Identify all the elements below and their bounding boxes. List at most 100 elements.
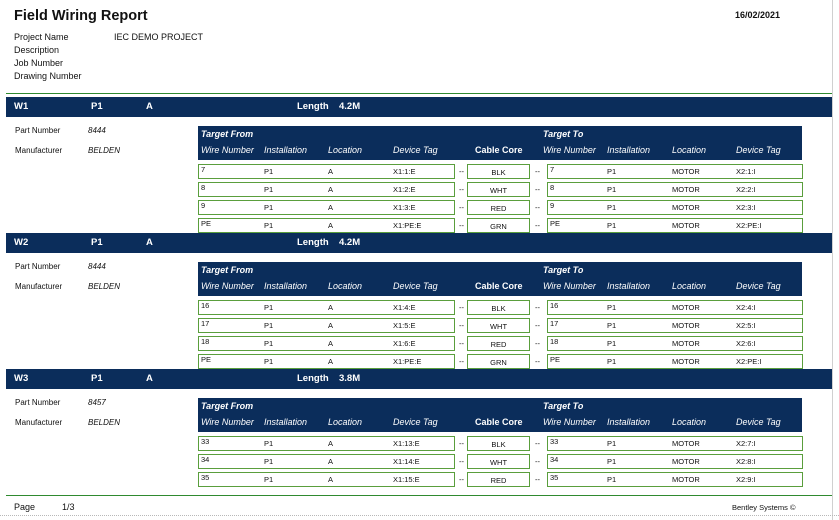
target-from-box bbox=[198, 182, 455, 197]
to-location: MOTOR bbox=[672, 439, 700, 448]
to-installation-heading: Installation bbox=[607, 281, 651, 291]
project-name-label: Project Name bbox=[14, 32, 69, 42]
separator: -- bbox=[459, 457, 464, 466]
target-from-box bbox=[198, 436, 455, 451]
target-to-heading: Target To bbox=[543, 401, 584, 411]
to-location-heading: Location bbox=[672, 417, 707, 427]
from-wire-number: 9 bbox=[201, 201, 206, 210]
to-device-tag: X2:9:I bbox=[736, 475, 756, 484]
to-location-heading: Location bbox=[672, 145, 707, 155]
length-value: 3.8M bbox=[339, 373, 361, 384]
table-header: Target From Target To Wire Number Installat… bbox=[198, 126, 802, 160]
from-device-tag: X1:PE:E bbox=[393, 357, 422, 366]
part-number-value: 8457 bbox=[88, 398, 106, 407]
section-header: W2 P1 A Length 4.2M bbox=[6, 233, 832, 253]
to-device-tag: X2:2:I bbox=[736, 185, 756, 194]
from-device-tag-heading: Device Tag bbox=[393, 145, 438, 155]
from-location: A bbox=[328, 457, 334, 466]
page-edge bbox=[832, 0, 833, 520]
cable-core-box: RED bbox=[467, 472, 530, 487]
table-header: Target From Target To Wire Number Installat… bbox=[198, 398, 802, 432]
to-location: MOTOR bbox=[672, 475, 700, 484]
separator: -- bbox=[459, 357, 464, 366]
from-wire-number: 8 bbox=[201, 183, 206, 192]
to-wire-number: 33 bbox=[550, 437, 559, 446]
from-wire-number: 34 bbox=[201, 455, 210, 464]
to-installation: P1 bbox=[607, 203, 617, 212]
from-wire-number-heading: Wire Number bbox=[201, 145, 254, 155]
from-installation: P1 bbox=[264, 167, 274, 176]
from-device-tag: X1:PE:E bbox=[393, 221, 422, 230]
part-number-label: Part Number bbox=[15, 126, 61, 135]
separator: -- bbox=[459, 221, 464, 230]
to-location: MOTOR bbox=[672, 167, 700, 176]
to-wire-number-heading: Wire Number bbox=[543, 145, 596, 155]
from-location: A bbox=[328, 321, 334, 330]
from-wire-number-heading: Wire Number bbox=[201, 281, 254, 291]
to-device-tag-heading: Device Tag bbox=[736, 145, 781, 155]
target-from-heading: Target From bbox=[201, 265, 254, 275]
to-wire-number-heading: Wire Number bbox=[543, 281, 596, 291]
target-from-box bbox=[198, 454, 455, 469]
wire-id: W1 bbox=[14, 101, 29, 112]
to-location: MOTOR bbox=[672, 203, 700, 212]
target-to-box bbox=[547, 164, 803, 179]
from-wire-number: 18 bbox=[201, 337, 210, 346]
from-installation: P1 bbox=[264, 439, 274, 448]
target-from-heading: Target From bbox=[201, 129, 254, 139]
from-wire-number: 33 bbox=[201, 437, 210, 446]
cable-core-value: GRN bbox=[490, 222, 507, 231]
to-device-tag: X2:4:I bbox=[736, 303, 756, 312]
length-label: Length bbox=[297, 373, 329, 384]
to-location-heading: Location bbox=[672, 281, 707, 291]
from-location-heading: Location bbox=[328, 145, 363, 155]
to-device-tag: X2:1:I bbox=[736, 167, 756, 176]
from-wire-number: PE bbox=[201, 355, 212, 364]
separator: -- bbox=[459, 439, 464, 448]
target-from-box bbox=[198, 300, 455, 315]
to-wire-number: 35 bbox=[550, 473, 559, 482]
to-wire-number: 16 bbox=[550, 301, 559, 310]
cable-core-heading: Cable Core bbox=[475, 281, 523, 291]
to-installation: P1 bbox=[607, 321, 617, 330]
separator: -- bbox=[535, 321, 540, 330]
cable-core-value: WHT bbox=[489, 186, 508, 195]
from-location: A bbox=[328, 203, 334, 212]
length-value: 4.2M bbox=[339, 237, 361, 248]
from-location: A bbox=[328, 167, 334, 176]
cable-core-box: GRN bbox=[467, 218, 530, 233]
table-row: PE P1 A X1:PE:E -- GRN -- PE P1 MOTOR X2:PE:I bbox=[198, 354, 803, 369]
manufacturer-value: BELDEN bbox=[88, 418, 121, 427]
from-device-tag-heading: Device Tag bbox=[393, 281, 438, 291]
target-from-box bbox=[198, 354, 455, 369]
wire-location: A bbox=[146, 237, 153, 248]
wire-installation: P1 bbox=[91, 237, 103, 248]
cable-core-box: BLK bbox=[467, 300, 530, 315]
from-installation: P1 bbox=[264, 203, 274, 212]
part-number-label: Part Number bbox=[15, 398, 61, 407]
to-device-tag-heading: Device Tag bbox=[736, 281, 781, 291]
part-number-label: Part Number bbox=[15, 262, 61, 271]
to-location: MOTOR bbox=[672, 185, 700, 194]
drawing-number-label: Drawing Number bbox=[14, 71, 82, 81]
to-wire-number: 17 bbox=[550, 319, 559, 328]
from-device-tag: X1:2:E bbox=[393, 185, 416, 194]
from-location: A bbox=[328, 185, 334, 194]
manufacturer-label: Manufacturer bbox=[15, 418, 63, 427]
target-to-box bbox=[547, 336, 803, 351]
from-installation-heading: Installation bbox=[264, 281, 308, 291]
from-installation: P1 bbox=[264, 457, 274, 466]
to-wire-number: 9 bbox=[550, 201, 555, 210]
table-row: PE P1 A X1:PE:E -- GRN -- PE P1 MOTOR X2:PE:I bbox=[198, 218, 803, 233]
to-device-tag: X2:8:I bbox=[736, 457, 756, 466]
from-device-tag: X1:3:E bbox=[393, 203, 416, 212]
cable-core-box: BLK bbox=[467, 164, 530, 179]
from-installation: P1 bbox=[264, 303, 274, 312]
table-row: 35 P1 A X1:15:E -- RED -- 35 P1 MOTOR X2:9:I bbox=[198, 472, 803, 487]
manufacturer-label: Manufacturer bbox=[15, 146, 63, 155]
from-location: A bbox=[328, 439, 334, 448]
cable-core-value: GRN bbox=[490, 358, 507, 367]
page-label: Page bbox=[14, 502, 36, 512]
target-to-box bbox=[547, 200, 803, 215]
from-installation: P1 bbox=[264, 321, 274, 330]
